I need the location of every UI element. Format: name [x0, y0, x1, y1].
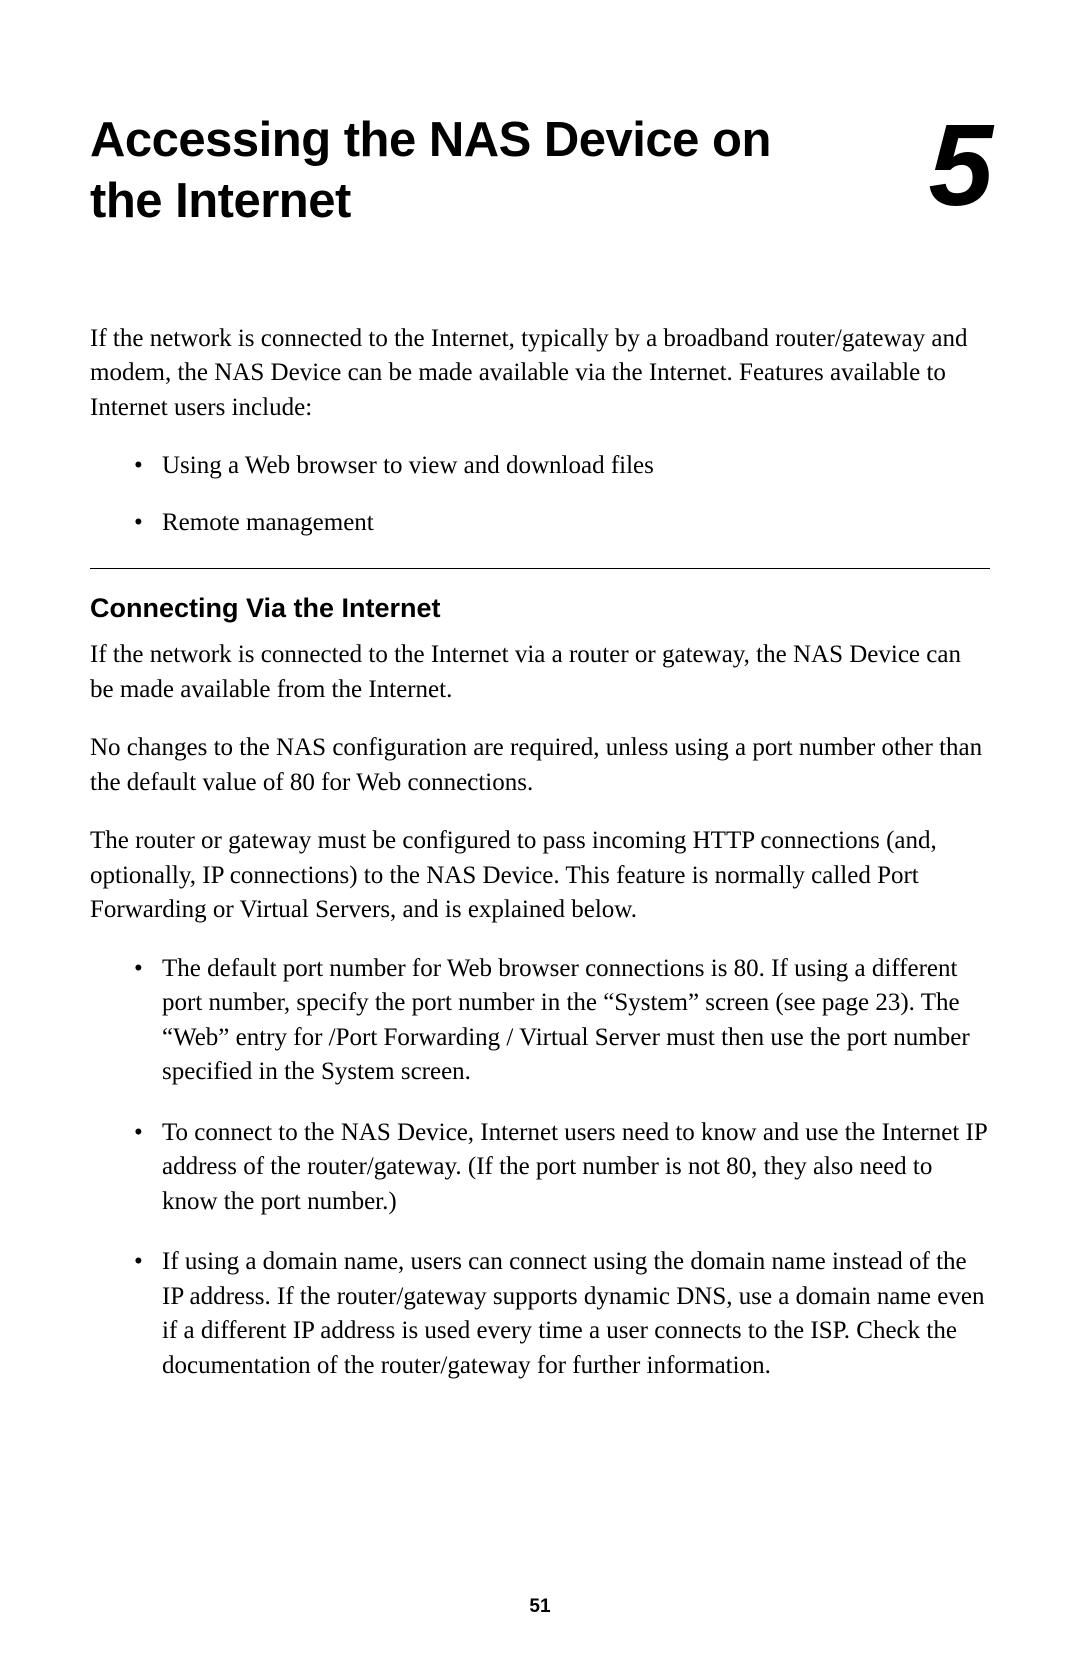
body-paragraph: No changes to the NAS configuration are …: [90, 731, 990, 800]
intro-paragraph: If the network is connected to the Inter…: [90, 322, 990, 426]
list-item: The default port number for Web browser …: [162, 952, 990, 1090]
list-item: To connect to the NAS Device, Internet u…: [162, 1116, 990, 1220]
body-paragraph: The router or gateway must be configured…: [90, 824, 990, 928]
document-page: Accessing the NAS Device on the Internet…: [0, 0, 1080, 1471]
list-item: If using a domain name, users can connec…: [162, 1245, 990, 1383]
section-divider: [90, 568, 990, 569]
section-heading: Connecting Via the Internet: [90, 593, 990, 624]
list-item: Using a Web browser to view and download…: [162, 449, 990, 484]
intro-bullet-list: Using a Web browser to view and download…: [90, 449, 990, 540]
body-paragraph: If the network is connected to the Inter…: [90, 638, 990, 707]
page-number: 51: [0, 1596, 1080, 1618]
section-bullet-list: The default port number for Web browser …: [90, 952, 990, 1384]
chapter-header: Accessing the NAS Device on the Internet…: [90, 110, 990, 232]
chapter-title: Accessing the NAS Device on the Internet: [90, 110, 830, 232]
list-item: Remote management: [162, 506, 990, 541]
chapter-number: 5: [928, 107, 990, 223]
